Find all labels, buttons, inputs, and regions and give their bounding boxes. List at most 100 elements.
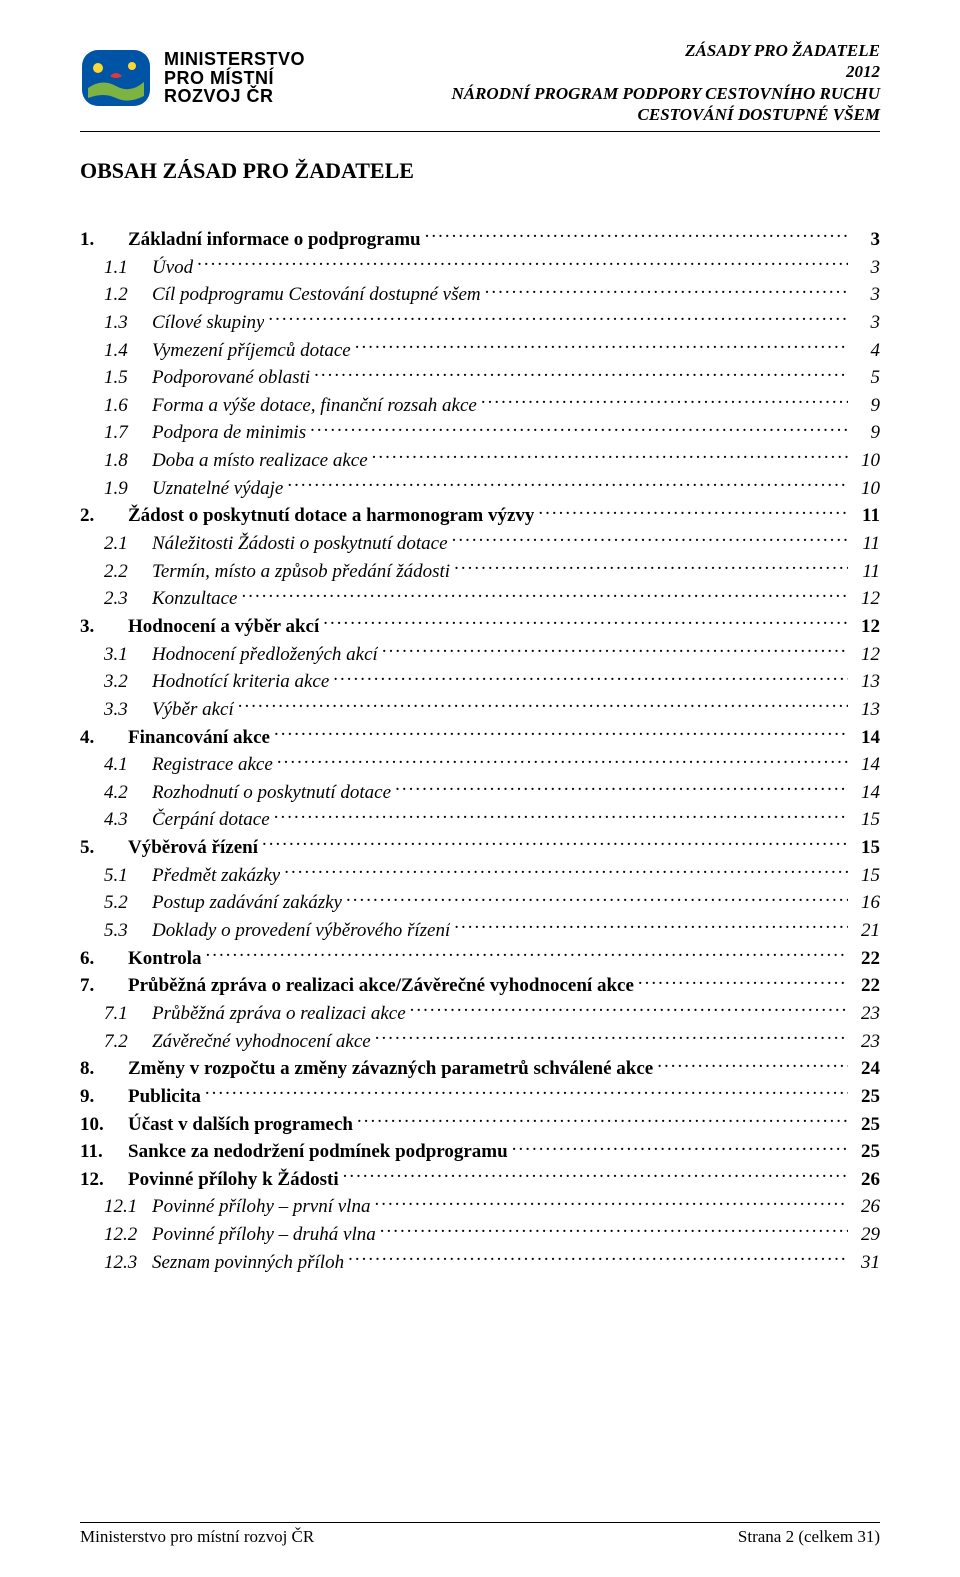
toc-number: 5. [80, 835, 128, 861]
table-of-contents: 1.Základní informace o podprogramu31.1Úv… [80, 226, 880, 1275]
toc-row[interactable]: 2.3Konzultace12 [80, 585, 880, 612]
toc-number: 1.6 [80, 393, 152, 419]
toc-row[interactable]: 1.Základní informace o podprogramu3 [80, 226, 880, 253]
toc-row[interactable]: 5.2Postup zadávání zakázky16 [80, 889, 880, 916]
toc-leader-dots [343, 1166, 848, 1185]
toc-leader-dots [512, 1138, 848, 1157]
toc-row[interactable]: 11.Sankce za nedodržení podmínek podprog… [80, 1138, 880, 1165]
toc-row[interactable]: 12.3Seznam povinných příloh31 [80, 1249, 880, 1276]
toc-row[interactable]: 12.1Povinné přílohy – první vlna26 [80, 1193, 880, 1220]
toc-page: 24 [852, 1056, 880, 1082]
ministry-line2: PRO MÍSTNÍ [164, 69, 305, 88]
toc-row[interactable]: 4.3Čerpání dotace 15 [80, 806, 880, 833]
toc-row[interactable]: 7.2Závěrečné vyhodnocení akce23 [80, 1028, 880, 1055]
toc-leader-dots [268, 309, 848, 328]
toc-page: 29 [852, 1222, 880, 1248]
toc-number: 5.2 [80, 890, 152, 916]
ministry-line1: MINISTERSTVO [164, 49, 305, 69]
toc-leader-dots [355, 337, 848, 356]
toc-row[interactable]: 7.Průběžná zpráva o realizaci akce/Závěr… [80, 972, 880, 999]
toc-number: 2.3 [80, 586, 152, 612]
toc-number: 2.2 [80, 559, 152, 585]
toc-row[interactable]: 4.Financování akce14 [80, 724, 880, 751]
toc-row[interactable]: 1.6Forma a výše dotace, finanční rozsah … [80, 392, 880, 419]
toc-page: 25 [852, 1112, 880, 1138]
toc-row[interactable]: 7.1Průběžná zpráva o realizaci akce23 [80, 1000, 880, 1027]
header-right-line3: NÁRODNÍ PROGRAM PODPORY CESTOVNÍHO RUCHU [451, 83, 880, 104]
toc-row[interactable]: 3.3Výběr akcí13 [80, 696, 880, 723]
toc-row[interactable]: 6.Kontrola22 [80, 945, 880, 972]
toc-row[interactable]: 5.1Předmět zakázky15 [80, 862, 880, 889]
toc-label: Čerpání dotace [152, 807, 270, 833]
toc-row[interactable]: 3.2Hodnotící kriteria akce13 [80, 668, 880, 695]
toc-row[interactable]: 1.4Vymezení příjemců dotace4 [80, 337, 880, 364]
toc-label: Forma a výše dotace, finanční rozsah akc… [152, 393, 477, 419]
toc-row[interactable]: 1.7Podpora de minimis9 [80, 419, 880, 446]
ministry-name: MINISTERSTVO PRO MÍSTNÍ ROZVOJ ČR [164, 50, 305, 107]
toc-row[interactable]: 5.3Doklady o provedení výběrového řízení… [80, 917, 880, 944]
toc-leader-dots [485, 281, 848, 300]
toc-row[interactable]: 12.2Povinné přílohy – druhá vlna29 [80, 1221, 880, 1248]
toc-row[interactable]: 8.Změny v rozpočtu a změny závazných par… [80, 1055, 880, 1082]
toc-number: 10. [80, 1112, 128, 1138]
toc-leader-dots [380, 1221, 848, 1240]
toc-page: 11 [852, 559, 880, 585]
toc-number: 4.3 [80, 807, 152, 833]
toc-row[interactable]: 2.1Náležitosti Žádosti o poskytnutí dota… [80, 530, 880, 557]
toc-number: 2.1 [80, 531, 152, 557]
toc-row[interactable]: 4.2Rozhodnutí o poskytnutí dotace 14 [80, 779, 880, 806]
toc-row[interactable]: 9.Publicita25 [80, 1083, 880, 1110]
toc-number: 8. [80, 1056, 128, 1082]
toc-row[interactable]: 1.2Cíl podprogramu Cestování dostupné vš… [80, 281, 880, 308]
toc-label: Seznam povinných příloh [152, 1250, 344, 1276]
toc-page: 15 [852, 807, 880, 833]
toc-page: 14 [852, 780, 880, 806]
toc-leader-dots [425, 226, 848, 245]
toc-page: 3 [852, 255, 880, 281]
toc-number: 3.2 [80, 669, 152, 695]
toc-row[interactable]: 2.2Termín, místo a způsob předání žádost… [80, 558, 880, 585]
toc-row[interactable]: 1.5Podporované oblasti5 [80, 364, 880, 391]
toc-page: 23 [852, 1001, 880, 1027]
toc-number: 4. [80, 725, 128, 751]
toc-label: Povinné přílohy – druhá vlna [152, 1222, 376, 1248]
toc-row[interactable]: 1.1Úvod3 [80, 254, 880, 281]
toc-label: Sankce za nedodržení podmínek podprogram… [128, 1139, 508, 1165]
toc-number: 4.2 [80, 780, 152, 806]
toc-leader-dots [262, 834, 848, 853]
toc-leader-dots [274, 806, 848, 825]
toc-leader-dots [357, 1111, 848, 1130]
toc-page: 11 [852, 531, 880, 557]
toc-page: 9 [852, 393, 880, 419]
toc-leader-dots [242, 585, 849, 604]
toc-leader-dots [638, 972, 848, 991]
toc-label: Účast v dalších programech [128, 1112, 353, 1138]
toc-row[interactable]: 4.1Registrace akce14 [80, 751, 880, 778]
toc-label: Konzultace [152, 586, 238, 612]
toc-label: Průběžná zpráva o realizaci akce/Závěreč… [128, 973, 634, 999]
toc-label: Rozhodnutí o poskytnutí dotace [152, 780, 391, 806]
toc-row[interactable]: 12.Povinné přílohy k Žádosti26 [80, 1166, 880, 1193]
toc-number: 12.3 [80, 1250, 152, 1276]
page-title: OBSAH ZÁSAD PRO ŽADATELE [80, 158, 880, 184]
header-right-line2: 2012 [451, 61, 880, 82]
header-right: ZÁSADY PRO ŽADATELE 2012 NÁRODNÍ PROGRAM… [451, 40, 880, 125]
toc-row[interactable]: 2.Žádost o poskytnutí dotace a harmonogr… [80, 502, 880, 529]
toc-label: Předmět zakázky [152, 863, 280, 889]
toc-number: 9. [80, 1084, 128, 1110]
toc-row[interactable]: 10.Účast v dalších programech 25 [80, 1111, 880, 1138]
toc-row[interactable]: 1.3Cílové skupiny3 [80, 309, 880, 336]
toc-row[interactable]: 1.9Uznatelné výdaje10 [80, 475, 880, 502]
toc-row[interactable]: 3.1Hodnocení předložených akcí12 [80, 641, 880, 668]
toc-row[interactable]: 5.Výběrová řízení15 [80, 834, 880, 861]
toc-label: Povinné přílohy k Žádosti [128, 1167, 339, 1193]
ministry-line3: ROZVOJ ČR [164, 87, 305, 106]
toc-row[interactable]: 3.Hodnocení a výběr akcí12 [80, 613, 880, 640]
toc-label: Úvod [152, 255, 193, 281]
toc-label: Výběrová řízení [128, 835, 258, 861]
toc-page: 4 [852, 338, 880, 364]
toc-page: 25 [852, 1139, 880, 1165]
toc-number: 3.3 [80, 697, 152, 723]
toc-row[interactable]: 1.8Doba a místo realizace akce10 [80, 447, 880, 474]
toc-number: 1. [80, 227, 128, 253]
